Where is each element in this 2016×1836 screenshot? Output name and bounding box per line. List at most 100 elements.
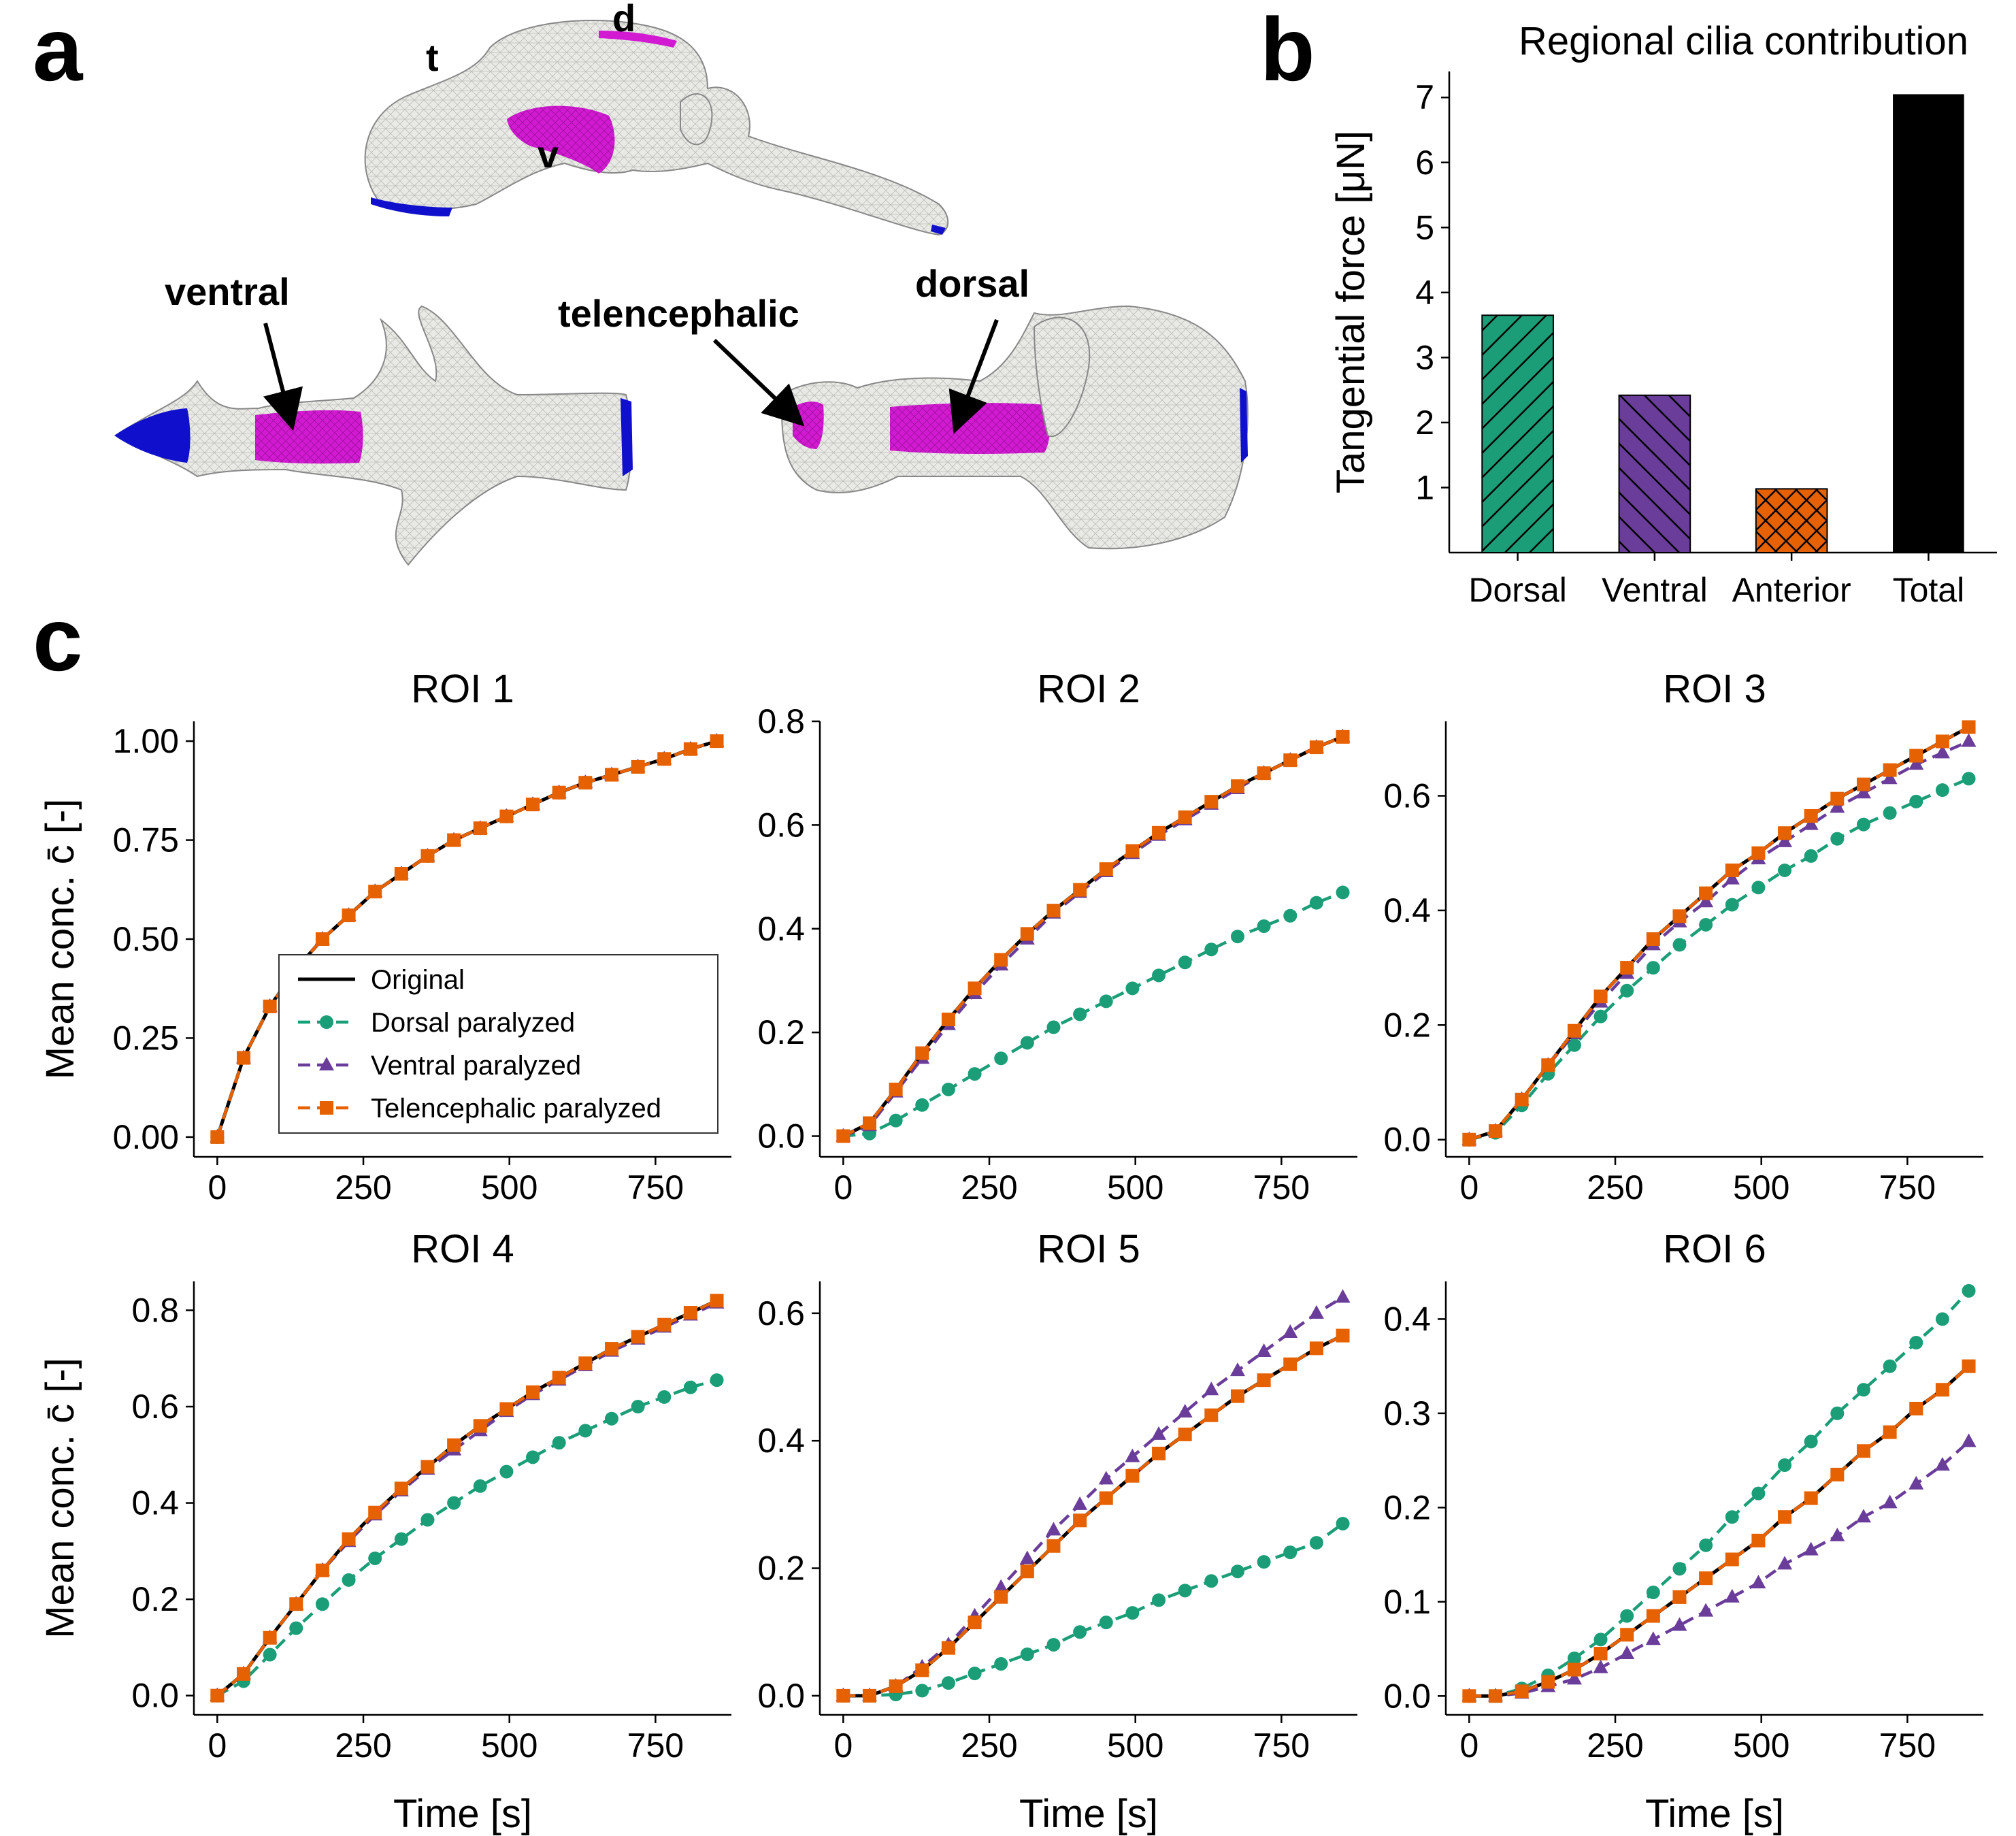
marker-triangle: [1229, 1362, 1245, 1377]
marker-circle: [1046, 1020, 1061, 1034]
marker-triangle: [1098, 1471, 1114, 1485]
marker-square: [710, 1294, 724, 1308]
marker-triangle: [1751, 1575, 1766, 1589]
marker-circle: [499, 1464, 514, 1479]
marker-circle: [1152, 968, 1166, 983]
marker-triangle: [319, 1057, 334, 1070]
marker-square: [1646, 932, 1660, 946]
y-tick-label: 0.25: [113, 1019, 179, 1057]
bar-hatch-ventral: [1618, 394, 1691, 553]
marker-circle: [915, 1684, 929, 1698]
marker-square: [1309, 1341, 1323, 1356]
series-markers-telencephalic-paralyzed: [1462, 1359, 1976, 1703]
marker-circle: [1230, 1564, 1244, 1579]
subplot-roi-1: ROI 1 0.00 0.25 0.50 0.75 1.00 0 250 500 750 Mean …: [38, 667, 731, 1207]
marker-square: [1020, 1564, 1034, 1579]
x-axis-label: Time [s]: [1019, 1792, 1158, 1836]
marker-square: [710, 734, 724, 749]
series-line-dorsal-paralyzed: [1468, 777, 1970, 1141]
x-tick-label: 750: [627, 1168, 684, 1207]
marker-triangle: [1961, 733, 1977, 747]
mesh-ventral-view: [114, 305, 633, 566]
subplot-title: ROI 5: [1037, 1227, 1140, 1271]
marker-triangle: [1072, 1496, 1088, 1510]
marker-square: [1935, 734, 1949, 749]
subplot-roi-6: ROI 6 0.0 0.1 0.2 0.3 0.4 0 250 500 750 Time [s]: [1383, 1227, 1983, 1836]
x-tick-label: 0: [208, 1168, 227, 1207]
marker-square: [1909, 1401, 1923, 1415]
marker-circle: [915, 1098, 929, 1112]
y-tick-label: 0.4: [757, 1422, 805, 1460]
marker-circle: [315, 1597, 329, 1611]
y-tick-label: 0.00: [113, 1118, 179, 1156]
marker-square: [499, 1402, 514, 1416]
marker-circle: [683, 1380, 697, 1394]
marker-circle: [1646, 961, 1660, 975]
x-tick-label: 250: [961, 1168, 1017, 1207]
y-tick-label: 0.0: [757, 1677, 805, 1715]
marker-square: [1073, 883, 1087, 897]
marker-triangle: [1046, 1522, 1061, 1536]
series-markers-ventral-paralyzed: [836, 728, 1351, 1142]
marker-circle: [1073, 1007, 1087, 1021]
marker-circle: [394, 1532, 408, 1546]
subplot-title: ROI 3: [1663, 667, 1766, 711]
marker-square: [683, 742, 697, 756]
x-axis-label: Time [s]: [1645, 1792, 1784, 1836]
y-tick-label: 0.4: [1383, 891, 1431, 930]
label-v: v: [538, 133, 559, 176]
marker-triangle: [1777, 833, 1793, 847]
marker-square: [657, 1317, 672, 1332]
marker-circle: [604, 1411, 618, 1426]
bar-total: [1893, 94, 1964, 553]
marker-square: [394, 1481, 408, 1496]
marker-square: [941, 1013, 955, 1027]
series-line-telencephalic-paralyzed: [216, 1299, 718, 1697]
series-line-telencephalic-paralyzed: [842, 735, 1344, 1138]
marker-square: [1856, 777, 1870, 791]
series-markers-dorsal-paralyzed: [1462, 1283, 1976, 1703]
y-axis-label: Mean conc. c̄ [-]: [38, 1358, 82, 1639]
marker-square: [915, 1046, 929, 1060]
marker-triangle: [1777, 1556, 1793, 1570]
marker-square: [447, 1438, 461, 1452]
bar-hatch-anterior: [1755, 488, 1828, 554]
legend-entry: Original: [371, 965, 465, 995]
y-axis-label: Mean conc. c̄ [-]: [38, 799, 82, 1080]
marker-circle: [1152, 1593, 1166, 1607]
series-line-telencephalic-paralyzed: [843, 1334, 1344, 1698]
marker-square: [941, 1641, 955, 1655]
marker-square: [578, 1356, 593, 1371]
marker-triangle: [1019, 1550, 1035, 1564]
marker-circle: [1935, 783, 1949, 798]
legend-entry: Ventral paralyzed: [371, 1051, 581, 1081]
series-line-ventral-paralyzed: [842, 735, 1344, 1138]
dorsal-arrow: [948, 318, 999, 434]
marker-square: [1204, 1408, 1219, 1422]
marker-circle: [1204, 942, 1219, 957]
marker-circle: [1336, 1516, 1350, 1530]
x-tick-label: 250: [335, 1726, 391, 1765]
y-tick-label: 1.00: [113, 722, 179, 760]
marker-circle: [1962, 772, 1976, 786]
marker-square: [552, 1371, 566, 1385]
y-tick-label: 0.75: [113, 821, 179, 859]
marker-circle: [1672, 938, 1687, 952]
series-markers-telencephalic-paralyzed: [836, 730, 1350, 1143]
marker-circle: [1935, 1312, 1949, 1326]
series-markers-ventral-paralyzed: [836, 1289, 1351, 1701]
marker-circle: [1699, 917, 1713, 932]
marker-square: [289, 1597, 303, 1611]
marker-square: [631, 759, 645, 774]
marker-square: [578, 776, 593, 790]
series-markers-dorsal-paralyzed: [836, 885, 1350, 1143]
series-line-dorsal-paralyzed: [1469, 1290, 1970, 1698]
marker-circle: [710, 1373, 724, 1388]
y-tick-label: 0.2: [1383, 1488, 1431, 1526]
marker-triangle: [1177, 1404, 1193, 1418]
marker-circle: [368, 1551, 382, 1565]
marker-square: [1778, 1510, 1792, 1524]
y-tick-label: 0.6: [1383, 776, 1431, 815]
marker-square: [604, 768, 618, 782]
series-line-ventral-paralyzed: [216, 1301, 718, 1697]
